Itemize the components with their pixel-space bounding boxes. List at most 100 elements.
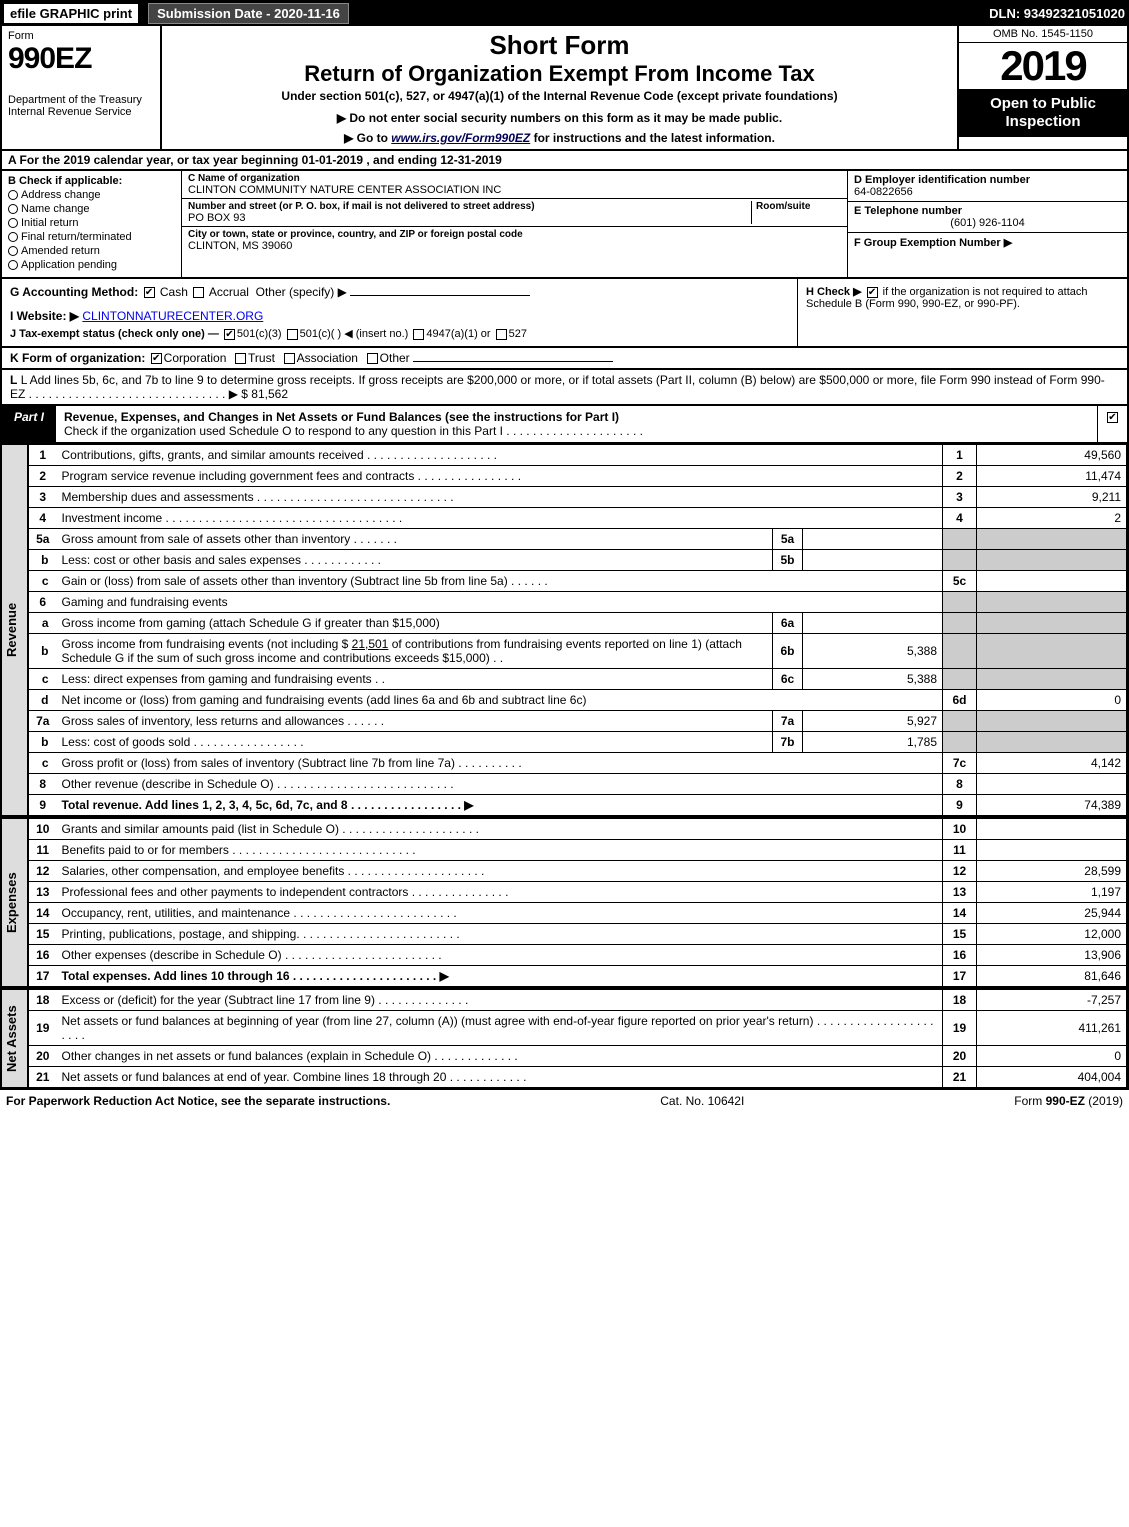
- group-exemption-label: F Group Exemption Number ▶: [854, 236, 1121, 249]
- g-accrual-check[interactable]: [193, 287, 204, 298]
- line-12: 12 Salaries, other compensation, and emp…: [29, 861, 1127, 882]
- h-check[interactable]: ✔: [867, 287, 878, 298]
- part1-checkbox[interactable]: ✔: [1097, 406, 1127, 442]
- l11-desc: Benefits paid to or for members . . . . …: [57, 840, 943, 861]
- website-link[interactable]: CLINTONNATURECENTER.ORG: [82, 309, 263, 323]
- line-6c: c Less: direct expenses from gaming and …: [29, 669, 1127, 690]
- l5a-num: 5a: [29, 529, 57, 550]
- line-9: 9 Total revenue. Add lines 1, 2, 3, 4, 5…: [29, 795, 1127, 816]
- l6-shade: [943, 592, 977, 613]
- l15-desc: Printing, publications, postage, and shi…: [57, 924, 943, 945]
- l11-val: [977, 840, 1127, 861]
- l5a-desc: Gross amount from sale of assets other t…: [57, 529, 773, 550]
- expenses-section: Expenses 10 Grants and similar amounts p…: [0, 818, 1129, 989]
- l3-desc: Membership dues and assessments . . . . …: [57, 487, 943, 508]
- l13-desc: Professional fees and other payments to …: [57, 882, 943, 903]
- l9-num: 9: [29, 795, 57, 816]
- j-4947-check[interactable]: [413, 329, 424, 340]
- line-5a: 5a Gross amount from sale of assets othe…: [29, 529, 1127, 550]
- l12-col: 12: [943, 861, 977, 882]
- city-value: CLINTON, MS 39060: [188, 240, 841, 252]
- l4-col: 4: [943, 508, 977, 529]
- l6b-num: b: [29, 634, 57, 669]
- l16-num: 16: [29, 945, 57, 966]
- l14-desc: Occupancy, rent, utilities, and maintena…: [57, 903, 943, 924]
- l13-val: 1,197: [977, 882, 1127, 903]
- line-16: 16 Other expenses (describe in Schedule …: [29, 945, 1127, 966]
- g-other-blank[interactable]: [350, 295, 530, 296]
- j-527-check[interactable]: [496, 329, 507, 340]
- donot-ssn: ▶ Do not enter social security numbers o…: [170, 111, 949, 125]
- k-trust-check[interactable]: [235, 353, 246, 364]
- footer-right: Form 990-EZ (2019): [1014, 1094, 1123, 1108]
- chk-amended-return[interactable]: Amended return: [22, 245, 175, 257]
- line-2: 2 Program service revenue including gove…: [29, 466, 1127, 487]
- l7a-minival: 5,927: [803, 711, 943, 732]
- l18-desc: Excess or (deficit) for the year (Subtra…: [57, 990, 943, 1011]
- chk-name-change[interactable]: Name change: [22, 203, 175, 215]
- l7c-desc: Gross profit or (loss) from sales of inv…: [57, 753, 943, 774]
- l8-num: 8: [29, 774, 57, 795]
- l19-desc: Net assets or fund balances at beginning…: [57, 1011, 943, 1046]
- l5b-shade: [943, 550, 977, 571]
- j-501c3: 501(c)(3): [237, 328, 282, 340]
- j-501c3-check[interactable]: ✔: [224, 329, 235, 340]
- chk-application-pending[interactable]: Application pending: [22, 259, 175, 271]
- l20-num: 20: [29, 1046, 57, 1067]
- org-name: CLINTON COMMUNITY NATURE CENTER ASSOCIAT…: [188, 184, 841, 196]
- line-15: 15 Printing, publications, postage, and …: [29, 924, 1127, 945]
- l16-col: 16: [943, 945, 977, 966]
- l15-col: 15: [943, 924, 977, 945]
- row-i: I Website: ▶ CLINTONNATURECENTER.ORG: [10, 309, 789, 323]
- line-6b: b Gross income from fundraising events (…: [29, 634, 1127, 669]
- k-assoc: Association: [297, 351, 358, 365]
- l11-num: 11: [29, 840, 57, 861]
- g-cash-check[interactable]: ✔: [144, 287, 155, 298]
- irs-link[interactable]: www.irs.gov/Form990EZ: [391, 131, 530, 145]
- l12-val: 28,599: [977, 861, 1127, 882]
- line-7b: b Less: cost of goods sold . . . . . . .…: [29, 732, 1127, 753]
- dln: DLN: 93492321051020: [989, 6, 1125, 21]
- k-assoc-check[interactable]: [284, 353, 295, 364]
- l6d-num: d: [29, 690, 57, 711]
- l3-col: 3: [943, 487, 977, 508]
- revenue-section: Revenue 1 Contributions, gifts, grants, …: [0, 444, 1129, 818]
- row-j: J Tax-exempt status (check only one) — ✔…: [10, 327, 789, 340]
- k-corp-check[interactable]: ✔: [151, 353, 162, 364]
- l1-col: 1: [943, 445, 977, 466]
- l6b-shade: [943, 634, 977, 669]
- l6a-desc: Gross income from gaming (attach Schedul…: [57, 613, 773, 634]
- row-ghij: G Accounting Method: ✔ Cash Accrual Othe…: [0, 279, 1129, 348]
- l1-num: 1: [29, 445, 57, 466]
- l7a-mini: 7a: [773, 711, 803, 732]
- expenses-table: 10 Grants and similar amounts paid (list…: [28, 818, 1127, 987]
- k-corp: Corporation: [164, 351, 227, 365]
- l12-num: 12: [29, 861, 57, 882]
- l5a-mini: 5a: [773, 529, 803, 550]
- l9-val: 74,389: [977, 795, 1127, 816]
- part1-check: Check if the organization used Schedule …: [64, 424, 643, 438]
- k-other-check[interactable]: [367, 353, 378, 364]
- form-header: Form 990EZ Department of the Treasury In…: [0, 26, 1129, 151]
- org-name-label: C Name of organization: [188, 173, 841, 184]
- goto-post: for instructions and the latest informat…: [534, 131, 775, 145]
- k-other: Other: [380, 351, 410, 365]
- l6a-mini: 6a: [773, 613, 803, 634]
- j-501c-check[interactable]: [287, 329, 298, 340]
- l21-col: 21: [943, 1067, 977, 1088]
- chk-address-change[interactable]: Address change: [22, 189, 175, 201]
- box-b: B Check if applicable: Address change Na…: [2, 171, 182, 277]
- g-accrual: Accrual: [209, 285, 249, 299]
- l10-num: 10: [29, 819, 57, 840]
- l6b-amount: 21,501: [352, 637, 389, 651]
- l1-desc: Contributions, gifts, grants, and simila…: [57, 445, 943, 466]
- l9-desc: Total revenue. Add lines 1, 2, 3, 4, 5c,…: [57, 795, 943, 816]
- dept-treasury: Department of the Treasury: [8, 94, 154, 106]
- l3-num: 3: [29, 487, 57, 508]
- k-other-blank[interactable]: [413, 361, 613, 362]
- g-other: Other (specify) ▶: [256, 285, 347, 299]
- l6b-mini: 6b: [773, 634, 803, 669]
- l6-num: 6: [29, 592, 57, 613]
- chk-initial-return[interactable]: Initial return: [22, 217, 175, 229]
- chk-final-return[interactable]: Final return/terminated: [22, 231, 175, 243]
